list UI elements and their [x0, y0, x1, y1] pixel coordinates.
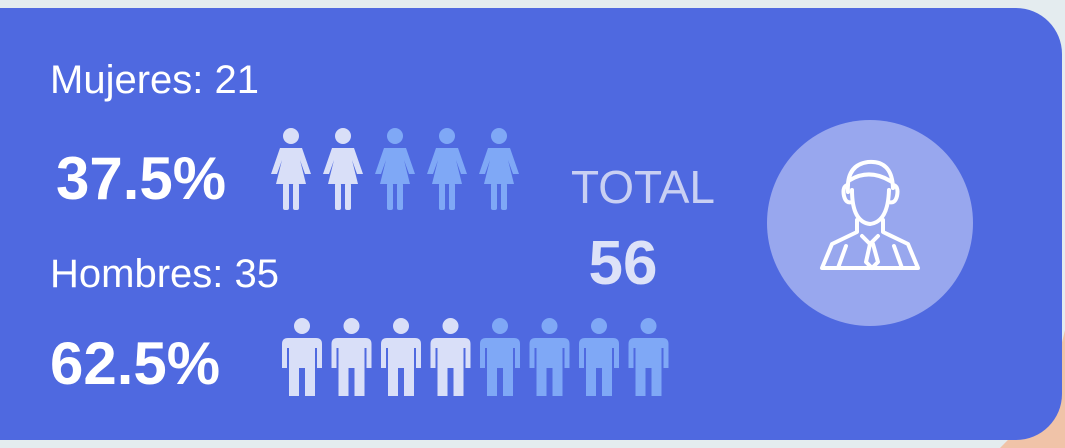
men-label: Hombres: 35 [50, 252, 279, 296]
women-percent: 37.5% [56, 145, 226, 212]
total-value: 56 [589, 229, 658, 298]
card [0, 8, 1062, 440]
avatar-icon [820, 159, 920, 270]
men-percent: 62.5% [50, 330, 220, 397]
women-label: Mujeres: 21 [50, 58, 259, 102]
total-label: TOTAL [571, 161, 715, 213]
